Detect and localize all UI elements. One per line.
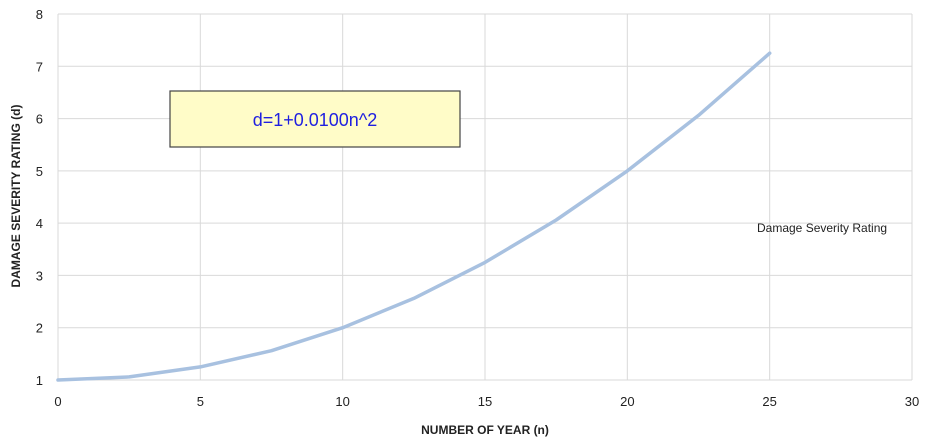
x-tick-label: 15 xyxy=(478,394,492,409)
y-tick-label: 8 xyxy=(36,7,43,22)
x-tick-label: 0 xyxy=(54,394,61,409)
equation-box: d=1+0.0100n^2 xyxy=(169,90,461,148)
grid xyxy=(57,13,913,381)
x-tick-label: 10 xyxy=(335,394,349,409)
y-tick-label: 6 xyxy=(36,112,43,127)
x-tick-label: 5 xyxy=(197,394,204,409)
equation-box-frame xyxy=(169,90,461,148)
y-tick-label: 4 xyxy=(36,216,43,231)
x-tick-label: 25 xyxy=(762,394,776,409)
equation-label: d=1+0.0100n^2 xyxy=(253,110,378,130)
x-tick-label: 20 xyxy=(620,394,634,409)
y-tick-label: 3 xyxy=(36,268,43,283)
legend-label: Damage Severity Rating xyxy=(757,221,887,235)
y-tick-label: 5 xyxy=(36,164,43,179)
series-layer xyxy=(56,51,772,382)
y-tick-label: 2 xyxy=(36,321,43,336)
y-tick-label: 1 xyxy=(36,373,43,388)
series-line xyxy=(56,51,772,382)
x-axis-title: NUMBER OF YEAR (n) xyxy=(421,423,549,437)
x-tick-label: 30 xyxy=(905,394,919,409)
y-axis-title: DAMAGE SEVERITY RATING (d) xyxy=(9,105,23,288)
tick-labels: 0 5 10 15 20 25 30 1 2 3 4 5 6 7 8 xyxy=(36,7,919,409)
y-tick-label: 7 xyxy=(36,59,43,74)
